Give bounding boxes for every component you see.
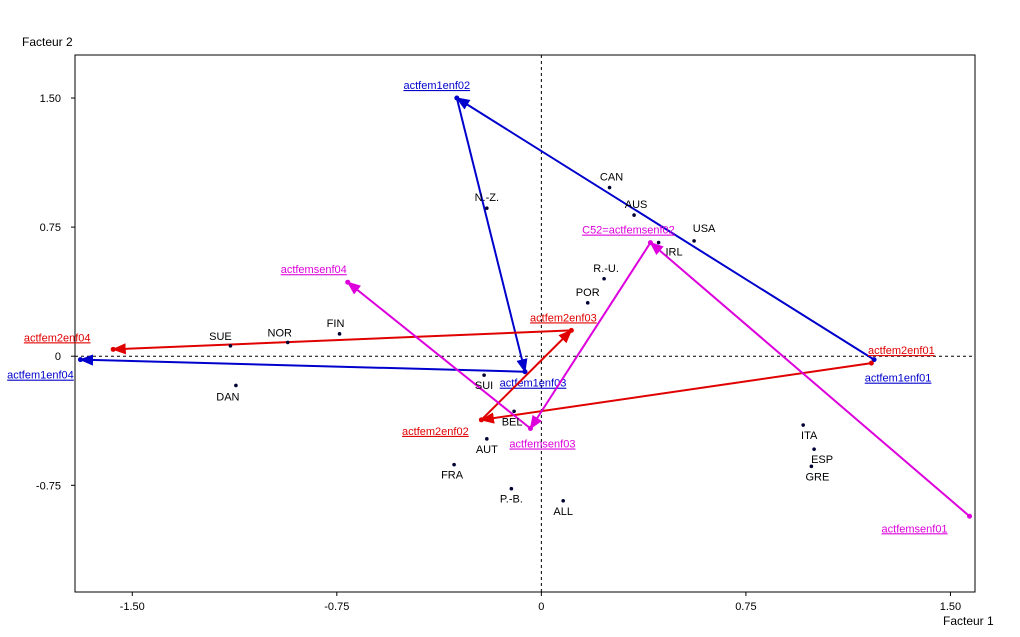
point-label: NOR	[268, 327, 293, 339]
trajectory-label: actfem2enf01	[868, 345, 935, 357]
x-tick-label: 0	[538, 601, 544, 613]
point-label: AUT	[476, 444, 498, 456]
y-tick-label: 0	[55, 351, 61, 363]
trajectory-point	[77, 357, 83, 363]
y-tick-label: -0.75	[36, 480, 61, 492]
trajectory-segment	[529, 242, 652, 430]
trajectory-point	[527, 425, 533, 431]
point-marker	[692, 239, 696, 243]
trajectory-label: actfemsenf04	[281, 264, 347, 276]
reference-lines	[75, 55, 975, 592]
trajectory-label: actfem1enf03	[500, 378, 567, 390]
trajectory-segment	[455, 97, 875, 361]
point-label: ESP	[811, 454, 833, 466]
point-marker	[482, 373, 486, 377]
point-label: P.-B.	[500, 494, 523, 506]
point-marker	[512, 409, 516, 414]
trajectory-label: actfem2enf02	[402, 426, 469, 438]
x-tick-label: -0.75	[324, 601, 349, 613]
plot-area	[74, 54, 976, 593]
trajectory-label: actfemsenf01	[882, 523, 948, 535]
point-label: USA	[693, 223, 716, 235]
trajectory-label: actfem1enf01	[865, 373, 932, 385]
trajectory-point	[871, 357, 877, 363]
trajectory-point	[454, 95, 460, 101]
trajectory-label: actfem2enf04	[24, 332, 91, 344]
point-marker	[812, 447, 816, 451]
axis-ticks: -1.50 -0.75 0 0.75 1.50 1.50 0.75 0 -0.75	[36, 93, 961, 613]
trajectory-segment	[455, 97, 528, 374]
point-label: GRE	[805, 471, 829, 483]
point-marker	[602, 276, 606, 281]
point-marker	[485, 437, 489, 441]
trajectory-point	[522, 369, 528, 375]
trajectory-point	[478, 417, 484, 423]
point-marker	[585, 301, 590, 305]
point-label: DAN	[216, 391, 239, 403]
x-tick-label: 0.75	[735, 601, 756, 613]
plot-frame	[74, 54, 976, 593]
points-group: CAN AUS USA IRL N.-Z. R.-U. POR FIN NOR SUE DAN SUI…	[209, 172, 833, 518]
point-marker	[285, 340, 290, 345]
trajectory-segment	[479, 362, 872, 424]
trajectory-label: actfem1enf04	[7, 370, 74, 382]
point-marker	[632, 213, 636, 217]
trajectory-segment	[79, 354, 526, 373]
trajectory-label: C52=actfemsenf02	[582, 225, 675, 237]
trajectory-segment	[480, 329, 573, 421]
point-label: R.-U.	[593, 263, 619, 275]
point-marker	[228, 344, 233, 348]
point-marker	[656, 240, 661, 245]
point-label: POR	[576, 287, 600, 299]
point-label: N.-Z.	[475, 192, 499, 204]
trajectory-segment	[111, 329, 572, 355]
trajectory-label: actfem1enf02	[403, 80, 470, 92]
point-label: AUS	[625, 199, 648, 211]
y-axis-title: Facteur 2	[22, 35, 73, 49]
point-label: BEL	[502, 416, 523, 428]
point-label: IRL	[666, 247, 683, 259]
trajectory-segment	[346, 281, 532, 430]
trajectory-label: actfem2enf03	[530, 312, 597, 324]
point-label: SUI	[475, 380, 493, 392]
point-marker	[509, 486, 514, 491]
trajectory-point	[110, 346, 116, 352]
point-marker	[337, 332, 342, 336]
point-marker	[485, 206, 489, 210]
point-marker	[561, 498, 565, 503]
trajectory-point	[568, 327, 574, 333]
x-axis-title: Facteur 1	[943, 614, 994, 628]
point-marker	[607, 185, 612, 190]
point-label: SUE	[209, 331, 232, 343]
trajectory-label: actfemsenf03	[509, 438, 575, 450]
series-group: actfem1enf01 actfem1enf02 actfem1enf03 actf…	[7, 80, 973, 535]
point-marker	[809, 464, 814, 469]
trajectory-segment	[649, 241, 971, 518]
trajectory-point	[868, 360, 874, 366]
point-label: CAN	[600, 172, 623, 184]
point-label: FRA	[441, 470, 464, 482]
point-marker	[234, 383, 238, 388]
point-label: ITA	[801, 430, 818, 442]
point-label: ALL	[553, 506, 573, 518]
trajectory-point	[647, 240, 653, 246]
trajectory-point	[967, 513, 973, 519]
y-tick-label: 0.75	[40, 222, 61, 234]
point-label: FIN	[327, 318, 345, 330]
x-tick-label: -1.50	[120, 601, 145, 613]
x-tick-label: 1.50	[940, 601, 961, 613]
trajectory-point	[345, 279, 351, 285]
point-marker	[801, 423, 805, 427]
y-tick-label: 1.50	[40, 93, 61, 105]
point-marker	[452, 462, 456, 467]
